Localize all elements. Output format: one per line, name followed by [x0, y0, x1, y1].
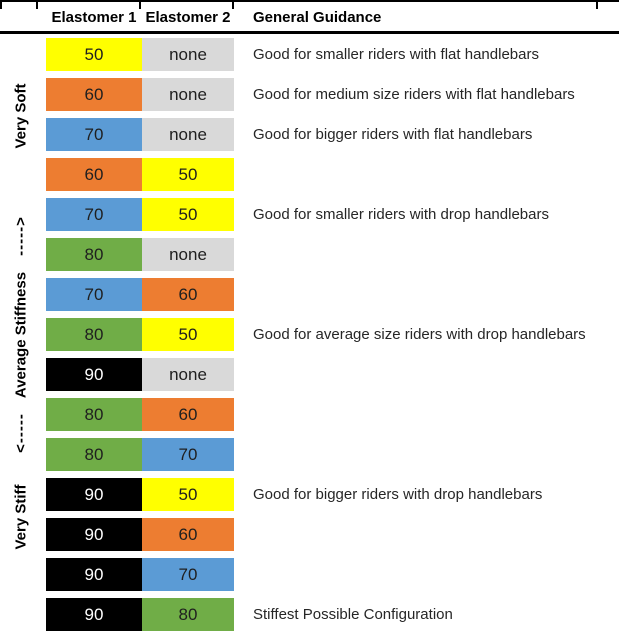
column-tick	[0, 0, 2, 9]
elastomer2-cell: none	[142, 358, 234, 391]
elastomer2-cell: 50	[142, 478, 234, 511]
table-row: 90 60	[0, 518, 619, 551]
elastomer1-cell: 80	[46, 438, 142, 471]
elastomer2-cell: 60	[142, 278, 234, 311]
column-tick	[232, 0, 234, 9]
elastomer2-cell: none	[142, 38, 234, 71]
elastomer1-cell: 90	[46, 358, 142, 391]
table-row: 80 50 Good for average size riders with …	[0, 318, 619, 351]
column-tick	[139, 0, 141, 9]
table-row: 90 70	[0, 558, 619, 591]
table-row: 60 50	[0, 158, 619, 191]
guidance-text: Good for smaller riders with flat handle…	[253, 46, 539, 63]
guidance-text: Good for bigger riders with drop handleb…	[253, 486, 543, 503]
top-border-line	[0, 0, 619, 2]
elastomer2-cell: none	[142, 238, 234, 271]
table-row: 50 none Good for smaller riders with fla…	[0, 38, 619, 71]
elastomer2-cell: 80	[142, 598, 234, 631]
column-tick	[596, 0, 598, 9]
column-tick	[36, 0, 38, 9]
elastomer2-cell: none	[142, 78, 234, 111]
guidance-text: Good for average size riders with drop h…	[253, 326, 586, 343]
elastomer1-cell: 90	[46, 598, 142, 631]
header-elastomer2: Elastomer 2	[145, 9, 231, 26]
header-elastomer1: Elastomer 1	[51, 9, 137, 26]
table-row: 80 60	[0, 398, 619, 431]
elastomer1-cell: 70	[46, 198, 142, 231]
elastomer1-cell: 80	[46, 238, 142, 271]
table-row: 60 none Good for medium size riders with…	[0, 78, 619, 111]
guidance-text: Stiffest Possible Configuration	[253, 606, 453, 623]
elastomer1-cell: 80	[46, 398, 142, 431]
elastomer1-cell: 90	[46, 558, 142, 591]
header-general-guidance: General Guidance	[253, 9, 382, 26]
elastomer2-cell: 50	[142, 318, 234, 351]
elastomer2-cell: 60	[142, 518, 234, 551]
table-row: 70 50 Good for smaller riders with drop …	[0, 198, 619, 231]
elastomer2-cell: 50	[142, 158, 234, 191]
table-row: 80 none	[0, 238, 619, 271]
elastomer1-cell: 50	[46, 38, 142, 71]
elastomer2-cell: 60	[142, 398, 234, 431]
elastomer1-cell: 70	[46, 118, 142, 151]
elastomer2-cell: 50	[142, 198, 234, 231]
elastomer1-cell: 60	[46, 78, 142, 111]
guidance-text: Good for smaller riders with drop handle…	[253, 206, 549, 223]
table-body: 50 none Good for smaller riders with fla…	[0, 38, 619, 638]
table-row: 80 70	[0, 438, 619, 471]
guidance-text: Good for medium size riders with flat ha…	[253, 86, 575, 103]
elastomer2-cell: 70	[142, 558, 234, 591]
elastomer1-cell: 70	[46, 278, 142, 311]
elastomer2-cell: 70	[142, 438, 234, 471]
elastomer1-cell: 60	[46, 158, 142, 191]
header-underline	[0, 31, 619, 34]
elastomer1-cell: 90	[46, 478, 142, 511]
table-row: 90 50 Good for bigger riders with drop h…	[0, 478, 619, 511]
elastomer2-cell: none	[142, 118, 234, 151]
elastomer1-cell: 90	[46, 518, 142, 551]
table-row: 90 none	[0, 358, 619, 391]
table-row: 90 80 Stiffest Possible Configuration	[0, 598, 619, 631]
guidance-text: Good for bigger riders with flat handleb…	[253, 126, 533, 143]
elastomer1-cell: 80	[46, 318, 142, 351]
table-row: 70 none Good for bigger riders with flat…	[0, 118, 619, 151]
table-row: 70 60	[0, 278, 619, 311]
